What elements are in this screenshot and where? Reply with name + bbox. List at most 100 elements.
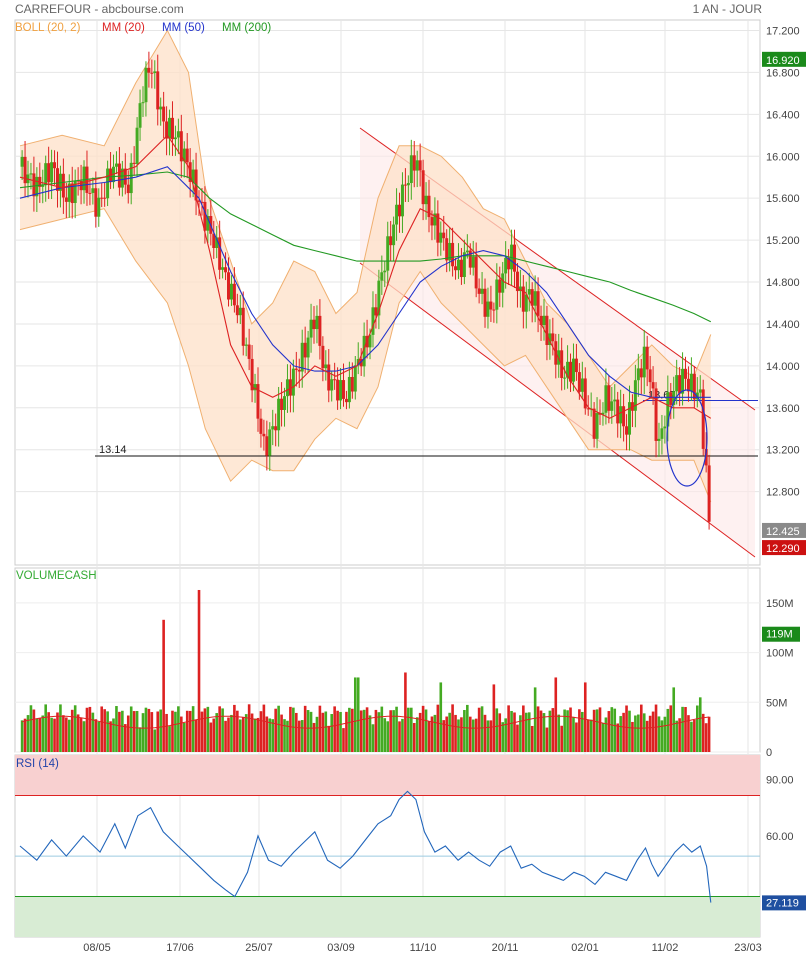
candle-body [333,379,337,381]
candle-body [480,288,484,294]
bollinger-lower-line [19,208,712,503]
volume-bar [533,687,537,752]
volume-bar [206,706,210,752]
candle-body [318,315,322,346]
volume-bar [654,704,658,752]
candle-body [595,413,599,439]
candle-body [61,173,65,198]
candle-body [141,102,145,104]
volume-bar [445,716,448,752]
candle-body [386,236,390,271]
volume-bar [545,727,549,752]
volume-bar [583,682,587,752]
volume-bar [663,716,667,752]
rsi-line [19,790,712,903]
volume-bar [59,704,62,752]
volume-bar [551,708,555,752]
volume-bar [581,711,584,752]
volume-bar [386,721,390,752]
volume-bar [38,718,42,752]
volume-bar [159,709,162,752]
price-y-tick: 16.400 [766,109,800,121]
candle-body [504,257,508,274]
last-price-badge: 12.290 [766,543,800,555]
candle-body [212,233,216,249]
volume-bar [554,677,558,752]
chart-title: CARREFOUR - abcbourse.com [15,2,184,16]
volume-bar [430,716,434,752]
candle-body [415,160,419,171]
volume-bar [471,719,475,752]
volume-bar [477,707,481,752]
annotation-ellipse [666,389,708,487]
candle-body [707,465,711,522]
candle-body [159,106,163,110]
volume-bar [115,706,118,752]
price-y-tick: 16.800 [766,67,800,79]
candle-body [256,384,260,419]
legend-boll: BOLL (20, 2) [15,22,81,34]
high-price-badge-bg [762,51,806,67]
candle-body [663,426,667,429]
volume-bar [642,713,646,752]
volume-bar [645,720,649,752]
candle-body [280,398,284,410]
volume-bar [271,719,275,752]
candle-body [678,375,682,394]
candle-body [616,399,620,424]
volume-bar [336,710,339,752]
price-y-tick: 12.800 [766,487,800,499]
candle-body [515,271,519,292]
period-label: 1 AN - JOUR [692,2,762,16]
candle-body [153,71,157,74]
x-tick-label: 11/02 [652,942,679,954]
candle-body [462,252,466,278]
volume-bar [672,687,676,752]
candle-body [176,131,180,138]
candle-body [150,72,154,74]
candle-body [182,148,186,162]
volume-bar [410,707,413,752]
volume-bar [530,725,534,752]
volume-bar [637,714,640,752]
volume-bar [306,710,310,752]
candle-body [229,283,233,300]
volume-bar [598,707,602,752]
volume-bar [684,707,687,752]
candle-body [309,319,313,338]
volume-bar [492,684,496,752]
volume-bar [666,708,670,752]
candle-body [492,309,496,311]
candle-body [633,380,637,411]
candle-body [126,184,130,194]
candle-body [55,168,59,191]
volume-bar [312,722,316,752]
candle-body [563,377,567,379]
volume-bar [82,721,86,752]
candle-body [536,291,540,316]
volume-y-tick: 100M [766,648,794,660]
volume-bar [262,704,266,752]
volume-bar [180,716,183,752]
last-price-badge-bg [762,540,806,556]
volume-bar [622,712,625,752]
candle-body [200,201,204,203]
volume-bar [704,723,708,752]
volume-bar [424,709,428,752]
volume-bar [185,710,189,752]
volume-bar [368,715,372,752]
candle-body [315,315,319,330]
volume-bar [203,708,207,752]
volume-bar [433,714,437,752]
candle-body [524,294,528,312]
volume-bar [480,706,484,752]
volume-bar [362,709,366,752]
volume-bar [380,706,384,752]
volume-bar [572,716,575,752]
candle-body [306,337,310,358]
candle-body [669,392,673,405]
candle-body [483,288,487,317]
volume-bar [209,722,213,752]
volume-bar [356,677,360,752]
